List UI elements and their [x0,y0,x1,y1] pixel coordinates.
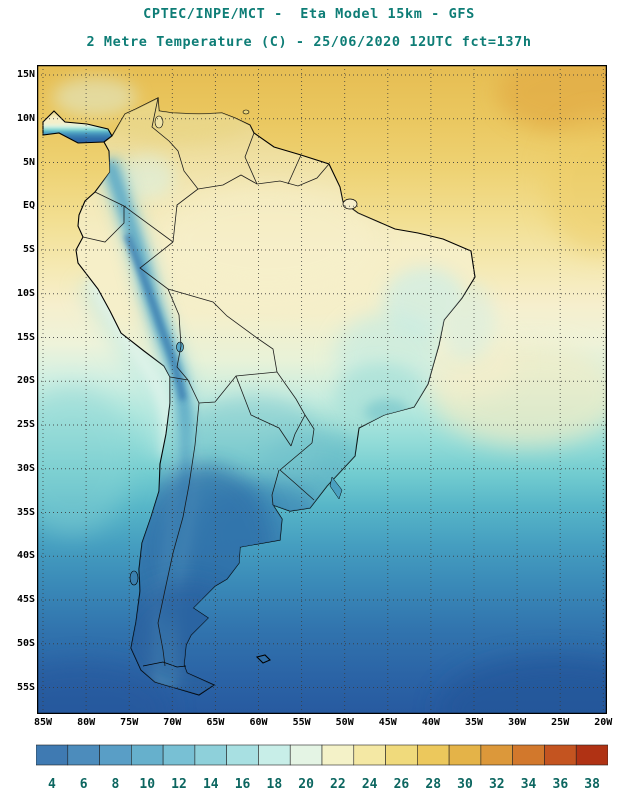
marajo-island [342,198,358,210]
colorbar: 4 6 8 10 12 14 16 18 20 22 24 26 28 30 32 34 36 38 [35,743,609,795]
cool-band-sw-pacific [37,385,132,535]
colorbar-value-label: 36 [553,777,569,792]
lon-tick-label: 30W [508,717,527,728]
colorbar-segment [226,744,259,766]
lat-tick-label: 45S [16,594,35,605]
colorbar-segment [321,744,355,766]
cool-patch-colombia [119,155,175,199]
colorbar-segment [575,744,609,766]
temperature-colorbar: 4 6 8 10 12 14 16 18 20 22 24 26 28 30 32 34 36 38 [35,744,609,792]
colorbar-value-label: 28 [425,777,441,792]
colorbar-segment [385,744,418,766]
colorbar-segment [258,744,291,766]
lon-tick-label: 45W [378,717,397,728]
lon-tick-label: 80W [77,717,96,728]
warm-patch-equatorial-atlantic [544,115,607,255]
magellan-strait [142,661,187,668]
lat-tick-label: 5N [22,156,35,168]
colorbar-segment [131,744,164,766]
colorbar-value-label: 26 [394,777,410,792]
lat-tick-label: 15S [16,331,35,343]
colorbar-segment [194,744,227,766]
colorbar-value-label: 12 [171,777,187,792]
colorbar-value-label: 4 [48,777,56,792]
lon-tick-label: 50W [335,717,354,728]
colorbar-value-label: 30 [457,777,473,792]
lat-tick-label: 55S [16,681,35,693]
south-america-temperature-map [36,64,608,715]
colorbar-value-label: 8 [112,777,120,792]
colorbar-segment [353,744,386,766]
lat-tick-label: 20S [16,375,35,387]
andes-cold-core [124,233,186,401]
lat-tick-label: 10S [16,287,35,299]
map-area: 15N 10N 5N EQ 5S 10S 15S 20S 25S 30S 35S 40S 45S 50S 5… [17,64,612,728]
latlon-grid [37,65,607,714]
lon-tick-label: 65W [206,717,225,728]
lon-tick-label: 75W [120,717,139,728]
colorbar-segment [448,744,482,766]
colorbar-value-label: 38 [584,777,600,792]
colorbar-segment [512,744,545,766]
cold-patch-sw-corner [37,662,172,714]
lon-tick-label: 60W [249,717,268,728]
colorbar-value-label: 32 [489,777,505,792]
lat-tick-label: 30S [16,462,35,474]
lagoa-dos-patos [329,476,343,500]
lon-tick-label: 70W [163,717,182,728]
lon-tick-label: 55W [292,717,311,728]
lat-tick-label: 40S [16,550,35,562]
map-frame [36,64,608,715]
lat-tick-label: 15N [16,69,35,80]
lake-maracaibo [154,115,164,129]
lat-tick-label: 25S [16,419,35,430]
lat-tick-label: 5S [22,244,35,255]
falkland-islands [255,654,271,664]
colorbar-segment [289,744,323,766]
colorbar-segment [35,744,69,766]
colorbar-segment [480,744,513,766]
colorbar-segment [162,744,196,766]
lon-tick-label: 25W [551,717,570,728]
colorbar-value-label: 16 [235,777,251,792]
lon-tick-label: 35W [464,717,484,728]
lat-tick-label: 10N [16,112,35,124]
header: CPTEC/INPE/MCT - Eta Model 15km - GFS 2 … [0,7,618,63]
warm-patch-ne-atlantic [497,65,607,135]
title-line-2: 2 Metre Temperature (C) - 25/06/2020 12U… [86,34,532,50]
colorbar-value-label: 14 [203,777,219,792]
title-line-1: CPTEC/INPE/MCT - Eta Model 15km - GFS [143,6,475,22]
map-field [37,65,607,714]
colorbar-value-label: 24 [362,777,378,792]
colorbar-segment [67,744,100,766]
trinidad-island [242,109,250,115]
amazon-mild-patch [157,185,377,295]
cold-patch-se-corner [437,655,607,714]
colorbar-value-label: 18 [267,777,283,792]
lat-tick-label: EQ [22,200,35,212]
lon-tick-label: 40W [421,717,440,728]
colorbar-segment [99,744,132,766]
colorbar-value-label: 10 [139,777,155,792]
colorbar-value-label: 22 [330,777,346,792]
colorbar-value-label: 6 [80,777,88,792]
lon-tick-label: 85W [33,717,53,728]
lat-tick-label: 35S [16,506,35,518]
cool-patch-caribbean [53,77,137,117]
colorbar-segment [417,744,450,766]
lat-tick-label: 50S [16,637,35,649]
lon-tick-label: 20W [594,717,613,728]
chiloe-island [129,570,139,586]
colorbar-value-label: 34 [521,777,537,792]
colorbar-segment [544,744,577,766]
colorbar-value-label: 20 [298,777,314,792]
